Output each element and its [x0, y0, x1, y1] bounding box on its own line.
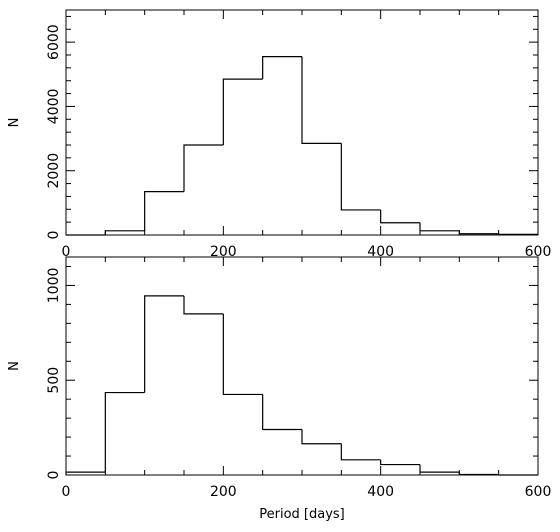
y-axis-label: N: [7, 118, 22, 128]
histogram-bin: [222, 78, 263, 145]
x-tick-label: 600: [525, 484, 552, 500]
y-tick-label: 500: [46, 367, 62, 394]
y-tick-label: 0: [46, 231, 62, 240]
x-axis-label: Period [days]: [259, 507, 345, 522]
histogram-bin: [65, 471, 106, 475]
histogram-bin: [380, 209, 420, 224]
x-tick-label: 600: [525, 244, 552, 260]
histogram-bin: [458, 472, 499, 476]
histogram-bin: [340, 443, 381, 461]
y-tick-label: 4000: [46, 89, 62, 125]
histogram-bin: [380, 459, 420, 466]
histogram-bin: [301, 429, 342, 445]
y-tick-label: 0: [46, 471, 62, 480]
histogram-bin: [419, 222, 460, 232]
histogram-bin: [222, 313, 263, 396]
x-tick-label: 200: [210, 484, 237, 500]
histogram-bin: [301, 56, 342, 144]
histogram-bin: [144, 295, 184, 393]
x-tick-label: 400: [367, 484, 394, 500]
x-tick-label: 0: [62, 484, 71, 500]
y-axis-label: N: [7, 361, 22, 371]
y-tick-label: 6000: [46, 24, 62, 60]
bottom-histogram-panel: 0 200 400 600 0 500 1000 N Period [days]: [7, 256, 552, 522]
histogram-bin: [340, 143, 381, 211]
histogram-bin: [183, 144, 224, 192]
x-tick-label: 400: [367, 244, 394, 260]
histogram-bin: [262, 56, 302, 80]
histogram-bin: [144, 191, 184, 231]
y-tick-label: 2000: [46, 153, 62, 189]
histogram-bin: [104, 230, 145, 235]
x-tick-label: 200: [210, 244, 237, 260]
histogram-bin: [104, 391, 145, 473]
histogram-bin: [183, 295, 224, 315]
histogram-bin: [458, 230, 499, 235]
histogram-bin: [262, 394, 302, 431]
y-tick-label: 1000: [46, 268, 62, 304]
histogram-bin: [498, 474, 538, 476]
x-tick-label: 0: [62, 244, 71, 260]
histogram-bin: [419, 464, 460, 473]
histogram-bin: [498, 233, 538, 235]
